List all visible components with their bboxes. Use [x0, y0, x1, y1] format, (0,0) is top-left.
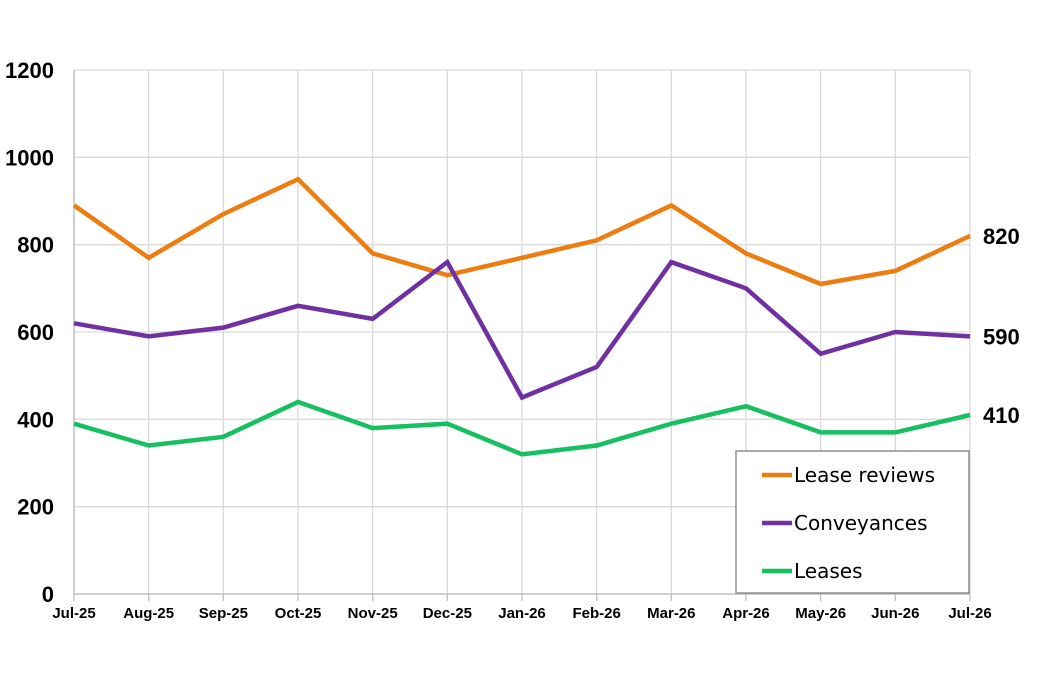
grid — [74, 69, 971, 594]
x-tick-label: Mar-26 — [647, 605, 695, 622]
x-axis-ticks: Jul-25 Aug-25 Sep-25 Oct-25 Nov-25 Dec-25 Jan-… — [52, 605, 991, 622]
series-lines — [72, 176, 971, 457]
series-line-lease-reviews — [72, 176, 971, 287]
end-label: 410 — [983, 403, 1020, 428]
end-labels: 820 590 410 — [983, 224, 1020, 428]
legend-label: Leases — [794, 559, 863, 583]
x-tick-label: Oct-25 — [275, 605, 322, 622]
y-axis-ticks: 0 200 400 600 800 1000 1200 — [5, 58, 54, 607]
x-tick-label: Jul-25 — [52, 605, 95, 622]
series-line-leases — [73, 399, 971, 457]
axes — [73, 70, 971, 601]
x-tick-label: Feb-26 — [572, 605, 620, 622]
x-tick-label: Jul-26 — [948, 605, 991, 622]
y-tick-label: 400 — [17, 407, 54, 432]
x-tick-label: Aug-25 — [123, 605, 174, 622]
x-tick-label: Dec-25 — [423, 605, 472, 622]
legend: Lease reviews Conveyances Leases — [735, 450, 970, 594]
y-tick-label: 1000 — [5, 145, 54, 170]
x-tick-label: May-26 — [795, 605, 846, 622]
end-label: 590 — [983, 324, 1020, 349]
x-tick-label: Jun-26 — [871, 605, 919, 622]
legend-label: Conveyances — [794, 511, 928, 535]
series-line-conveyances — [73, 258, 971, 401]
x-tick-label: Nov-25 — [348, 605, 398, 622]
x-tick-label: Jan-26 — [498, 605, 546, 622]
x-tick-label: Apr-26 — [722, 605, 770, 622]
y-tick-label: 200 — [17, 495, 54, 520]
legend-label: Lease reviews — [794, 463, 935, 487]
y-tick-label: 0 — [42, 582, 54, 607]
y-tick-label: 1200 — [5, 58, 54, 83]
y-tick-label: 800 — [17, 233, 54, 258]
end-label: 820 — [983, 224, 1020, 249]
y-tick-label: 600 — [17, 320, 54, 345]
x-tick-label: Sep-25 — [199, 605, 248, 622]
